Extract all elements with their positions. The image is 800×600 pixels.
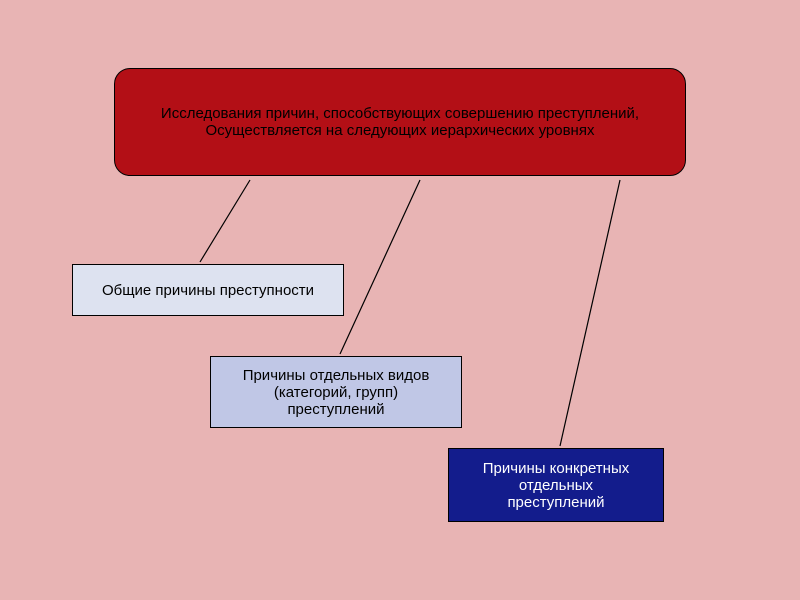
box3-line2: отдельных: [519, 477, 593, 494]
header-box: Исследования причин, способствующих сове…: [114, 68, 686, 176]
line-1: [200, 180, 250, 262]
box2-line1: Причины отдельных видов: [243, 367, 430, 384]
box3-line1: Причины конкретных: [483, 460, 629, 477]
box2-line2: (категорий, групп): [274, 384, 398, 401]
level-box-2: Причины отдельных видов (категорий, груп…: [210, 356, 462, 428]
header-line1: Исследования причин, способствующих сове…: [161, 105, 639, 122]
line-2: [340, 180, 420, 354]
level-box-1: Общие причины преступности: [72, 264, 344, 316]
level-box-3: Причины конкретных отдельных преступлени…: [448, 448, 664, 522]
box3-line3: преступлений: [507, 494, 604, 511]
header-line2: Осуществляется на следующих иерархически…: [206, 122, 595, 139]
box2-line3: преступлений: [287, 401, 384, 418]
box1-text: Общие причины преступности: [102, 282, 314, 299]
line-3: [560, 180, 620, 446]
